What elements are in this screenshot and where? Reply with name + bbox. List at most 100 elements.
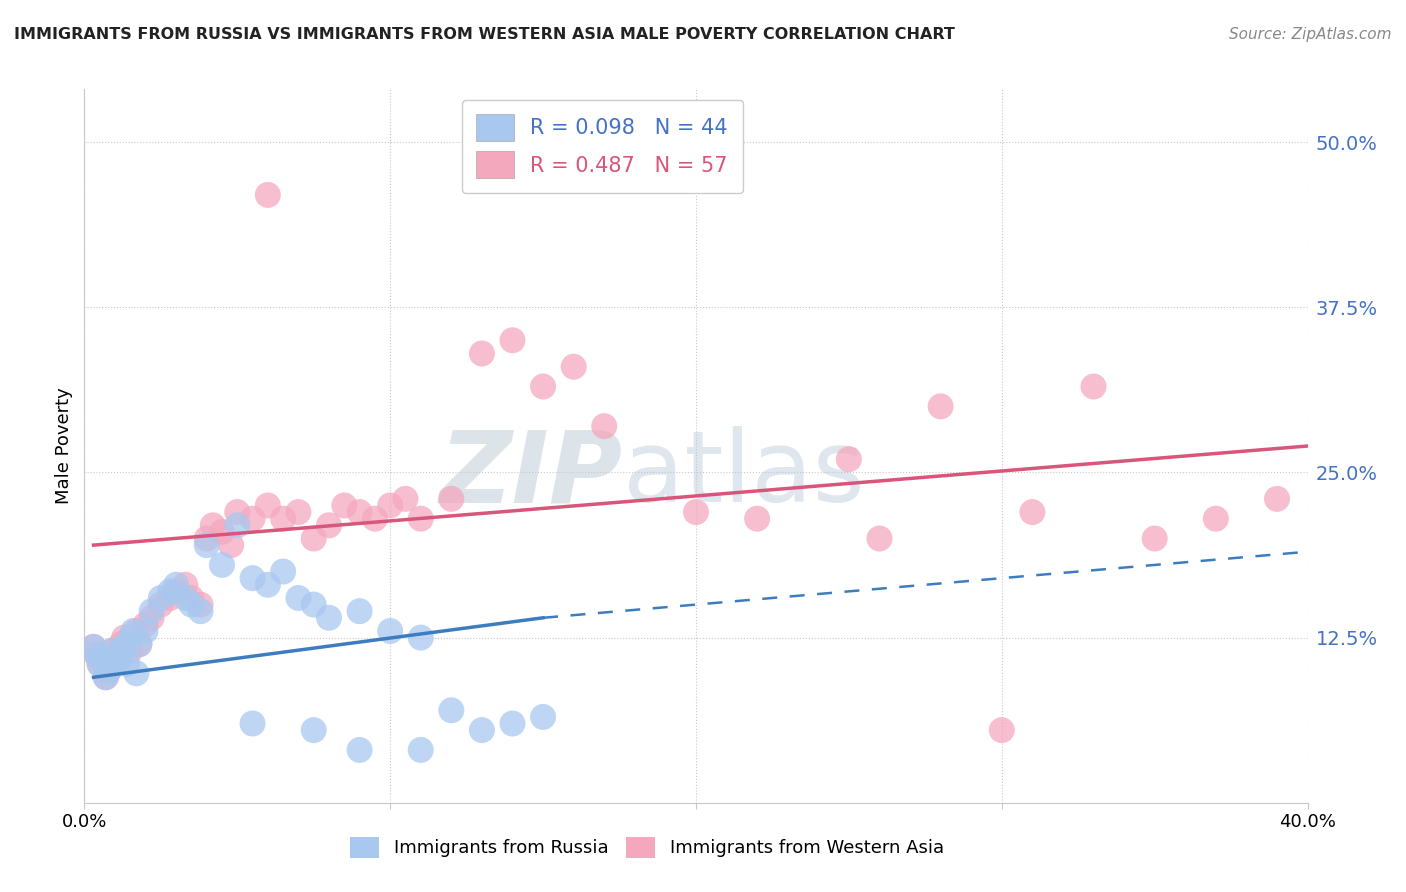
Point [1265, 491, 1288, 506]
Point [110, 637, 132, 651]
Text: Source: ZipAtlas.com: Source: ZipAtlas.com [1229, 27, 1392, 42]
Point [211, 524, 233, 539]
Point [226, 518, 249, 533]
Point [502, 333, 524, 347]
Point [149, 598, 172, 612]
Point [91, 653, 114, 667]
Point [991, 723, 1014, 738]
Point [685, 505, 707, 519]
Point [562, 359, 585, 374]
Point [593, 419, 616, 434]
Point [104, 650, 127, 665]
Point [180, 591, 202, 605]
Point [440, 491, 463, 506]
Point [115, 657, 138, 671]
Point [94, 670, 117, 684]
Point [195, 532, 218, 546]
Point [747, 511, 769, 525]
Point [107, 653, 129, 667]
Point [257, 499, 280, 513]
Point [257, 188, 280, 202]
Point [141, 604, 163, 618]
Point [110, 648, 132, 662]
Point [83, 640, 105, 654]
Point [380, 499, 402, 513]
Point [91, 653, 114, 667]
Text: IMMIGRANTS FROM RUSSIA VS IMMIGRANTS FROM WESTERN ASIA MALE POVERTY CORRELATION : IMMIGRANTS FROM RUSSIA VS IMMIGRANTS FRO… [14, 27, 955, 42]
Point [1083, 379, 1105, 393]
Point [165, 584, 187, 599]
Point [190, 598, 212, 612]
Point [318, 611, 340, 625]
Point [101, 644, 124, 658]
Point [128, 637, 150, 651]
Text: ZIP: ZIP [440, 426, 623, 523]
Text: atlas: atlas [623, 426, 865, 523]
Point [333, 499, 356, 513]
Point [201, 518, 224, 533]
Point [89, 657, 111, 671]
Point [226, 505, 249, 519]
Point [174, 578, 197, 592]
Point [122, 624, 145, 638]
Point [112, 631, 135, 645]
Point [104, 650, 127, 665]
Point [89, 657, 111, 671]
Point [149, 591, 172, 605]
Point [135, 617, 157, 632]
Point [135, 624, 157, 638]
Point [120, 644, 142, 658]
Point [94, 670, 117, 684]
Point [1021, 505, 1043, 519]
Point [302, 532, 325, 546]
Point [211, 558, 233, 572]
Point [471, 723, 494, 738]
Y-axis label: Male Poverty: Male Poverty [55, 388, 73, 504]
Point [97, 664, 120, 678]
Point [195, 538, 218, 552]
Point [86, 648, 108, 662]
Point [141, 611, 163, 625]
Point [409, 511, 432, 525]
Point [502, 716, 524, 731]
Legend: Immigrants from Russia, Immigrants from Western Asia: Immigrants from Russia, Immigrants from … [343, 830, 950, 865]
Point [394, 491, 416, 506]
Point [219, 538, 242, 552]
Point [471, 346, 494, 360]
Point [190, 604, 212, 618]
Point [271, 565, 294, 579]
Point [409, 743, 432, 757]
Point [349, 604, 371, 618]
Point [83, 640, 105, 654]
Point [318, 518, 340, 533]
Point [242, 571, 264, 585]
Point [1205, 511, 1227, 525]
Point [349, 743, 371, 757]
Point [257, 578, 280, 592]
Point [302, 723, 325, 738]
Point [869, 532, 891, 546]
Point [287, 505, 309, 519]
Point [302, 598, 325, 612]
Point [101, 644, 124, 658]
Point [409, 631, 432, 645]
Point [125, 666, 148, 681]
Point [380, 624, 402, 638]
Point [97, 664, 120, 678]
Point [271, 511, 294, 525]
Point [159, 584, 181, 599]
Point [112, 640, 135, 654]
Point [242, 716, 264, 731]
Point [287, 591, 309, 605]
Point [1143, 532, 1166, 546]
Point [125, 624, 148, 638]
Point [242, 511, 264, 525]
Point [159, 591, 181, 605]
Point [174, 591, 197, 605]
Point [929, 400, 952, 414]
Point [364, 511, 387, 525]
Point [838, 452, 860, 467]
Point [165, 578, 187, 592]
Point [128, 637, 150, 651]
Point [531, 710, 554, 724]
